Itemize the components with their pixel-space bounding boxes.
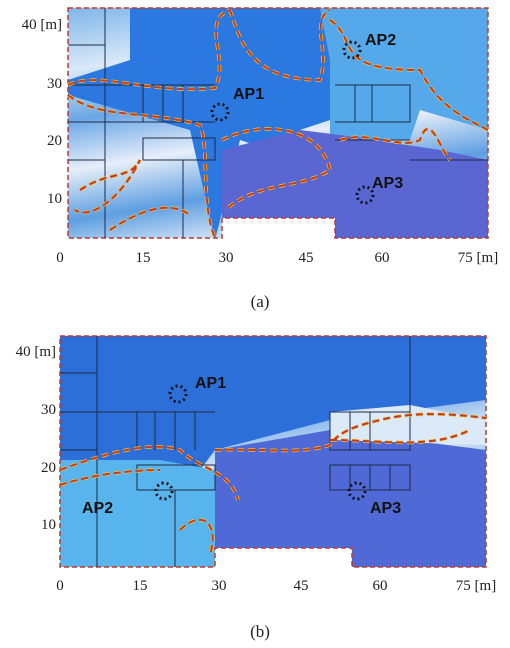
caption: (a) (251, 292, 270, 311)
x-tick-label: 60 (375, 250, 390, 266)
x-tick-label: 30 (219, 250, 234, 266)
heatmap (68, 8, 488, 238)
ap-marker (154, 481, 174, 501)
building-outline (67, 7, 489, 239)
y-tick-label: 30 (47, 76, 62, 92)
x-tick-label: 30 (212, 578, 227, 594)
ap-label: AP2 (365, 32, 396, 49)
y-tick-label: 40 [m] (16, 344, 56, 360)
caption: (b) (250, 622, 270, 641)
x-tick-label: 45 (294, 578, 309, 594)
y-ticks: 40 [m] 30 20 10 (22, 17, 62, 207)
x-tick-label: 45 (299, 250, 314, 266)
y-tick-label: 10 (47, 191, 62, 207)
x-tick-label: 0 (56, 250, 64, 266)
rooms (68, 8, 488, 238)
x-tick-label: 0 (56, 578, 64, 594)
coverage-boundaries (59, 412, 487, 556)
x-tick-label: 75 [m] (458, 250, 498, 266)
x-ticks: 0 15 30 45 60 75 [m] (56, 250, 498, 266)
ap-marker (210, 102, 230, 122)
ap-marker (347, 481, 367, 501)
ap-label: AP2 (82, 500, 113, 517)
x-tick-label: 60 (373, 578, 388, 594)
y-ticks: 40 [m] 30 20 10 (16, 344, 56, 533)
coverage-boundaries (66, 8, 489, 239)
ap-label: AP3 (372, 175, 403, 192)
x-tick-label: 75 [m] (456, 578, 496, 594)
ap-label: AP1 (195, 375, 226, 392)
ap-marker (342, 40, 362, 60)
y-tick-label: 20 (47, 133, 62, 149)
y-tick-label: 10 (41, 517, 56, 533)
ap-label: AP1 (233, 86, 264, 103)
panel-a: AP1 AP2 AP3 0 15 30 45 60 75 [m] 40 [m] … (22, 7, 498, 311)
ap-marker (168, 384, 188, 404)
rooms (60, 336, 411, 567)
panel-b: AP1 AP2 AP3 0 15 30 45 60 75 [m] 40 [m] … (16, 335, 496, 641)
ap-label: AP3 (370, 500, 401, 517)
x-ticks: 0 15 30 45 60 75 [m] (56, 578, 496, 594)
x-tick-label: 15 (136, 250, 151, 266)
y-tick-label: 30 (41, 402, 56, 418)
building-outline (59, 335, 487, 568)
y-tick-label: 40 [m] (22, 17, 62, 33)
y-tick-label: 20 (41, 460, 56, 476)
x-tick-label: 15 (133, 578, 148, 594)
ap-marker (355, 185, 375, 205)
